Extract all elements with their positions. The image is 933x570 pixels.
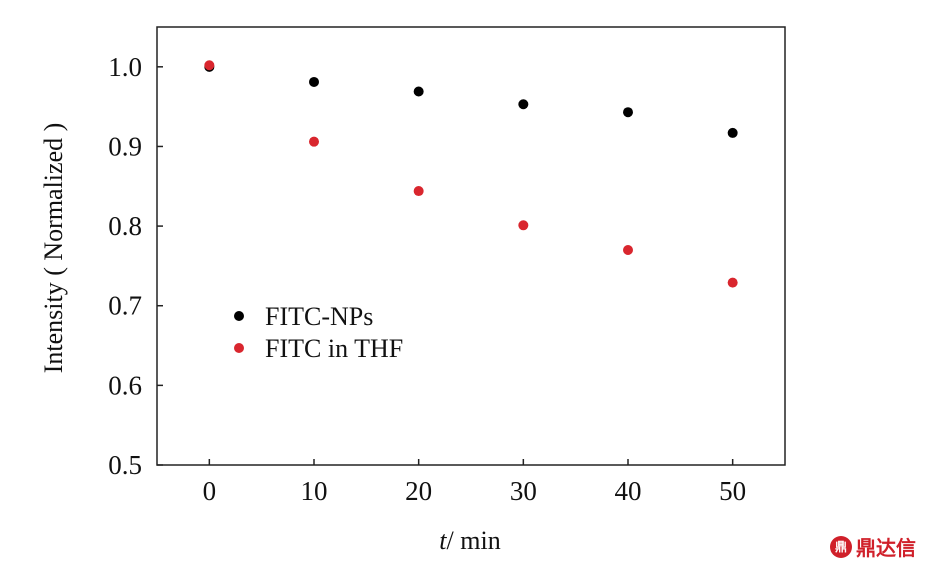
x-axis-label: t/ min bbox=[439, 526, 500, 555]
data-point-series-1 bbox=[518, 99, 529, 110]
data-point-series-2 bbox=[623, 244, 633, 255]
data-point-series-2 bbox=[309, 136, 319, 147]
data-point-series-1 bbox=[623, 107, 633, 118]
data-point-series-2 bbox=[727, 277, 738, 288]
data-point-series-1 bbox=[309, 76, 319, 87]
legend-marker-series-2 bbox=[234, 343, 244, 353]
legend-label-series-2: FITC in THF bbox=[265, 334, 403, 363]
legend-marker-series-1 bbox=[234, 311, 244, 321]
x-tick-label: 30 bbox=[510, 476, 537, 506]
data-point-series-1 bbox=[413, 86, 424, 97]
x-tick-label: 50 bbox=[719, 476, 746, 506]
watermark-logo: 鼎 鼎达信 bbox=[830, 532, 916, 561]
x-axis-label-unit: / min bbox=[447, 526, 501, 555]
watermark-text: 鼎达信 bbox=[856, 536, 916, 560]
x-tick-label: 20 bbox=[405, 476, 432, 506]
y-axis-label: Intensity ( Normalized ) bbox=[39, 123, 68, 374]
x-tick-label: 40 bbox=[615, 476, 642, 506]
plot-frame bbox=[156, 26, 786, 466]
y-axis-ticks: 0.5 0.6 0.7 0.8 0.9 1.0 bbox=[108, 52, 163, 480]
watermark-badge-icon: 鼎 bbox=[830, 535, 852, 558]
x-axis-label-variable: t bbox=[439, 526, 447, 555]
x-tick-label: 0 bbox=[203, 476, 217, 506]
y-tick-label: 0.5 bbox=[108, 450, 142, 480]
data-points bbox=[204, 60, 738, 288]
y-tick-label: 0.7 bbox=[108, 291, 142, 321]
y-tick-label: 0.8 bbox=[108, 211, 142, 241]
x-axis-ticks: 0 10 20 30 40 50 bbox=[203, 459, 746, 506]
data-point-series-1 bbox=[727, 127, 738, 138]
data-point-series-2 bbox=[204, 60, 215, 71]
x-tick-label: 10 bbox=[301, 476, 328, 506]
legend-label-series-1: FITC-NPs bbox=[265, 302, 373, 331]
y-tick-label: 0.9 bbox=[108, 131, 142, 161]
legend: FITC-NPs FITC in THF bbox=[234, 302, 403, 363]
data-point-series-2 bbox=[518, 220, 529, 231]
data-point-series-2 bbox=[413, 186, 424, 197]
y-tick-label: 0.6 bbox=[108, 370, 142, 400]
y-tick-label: 1.0 bbox=[108, 52, 142, 82]
